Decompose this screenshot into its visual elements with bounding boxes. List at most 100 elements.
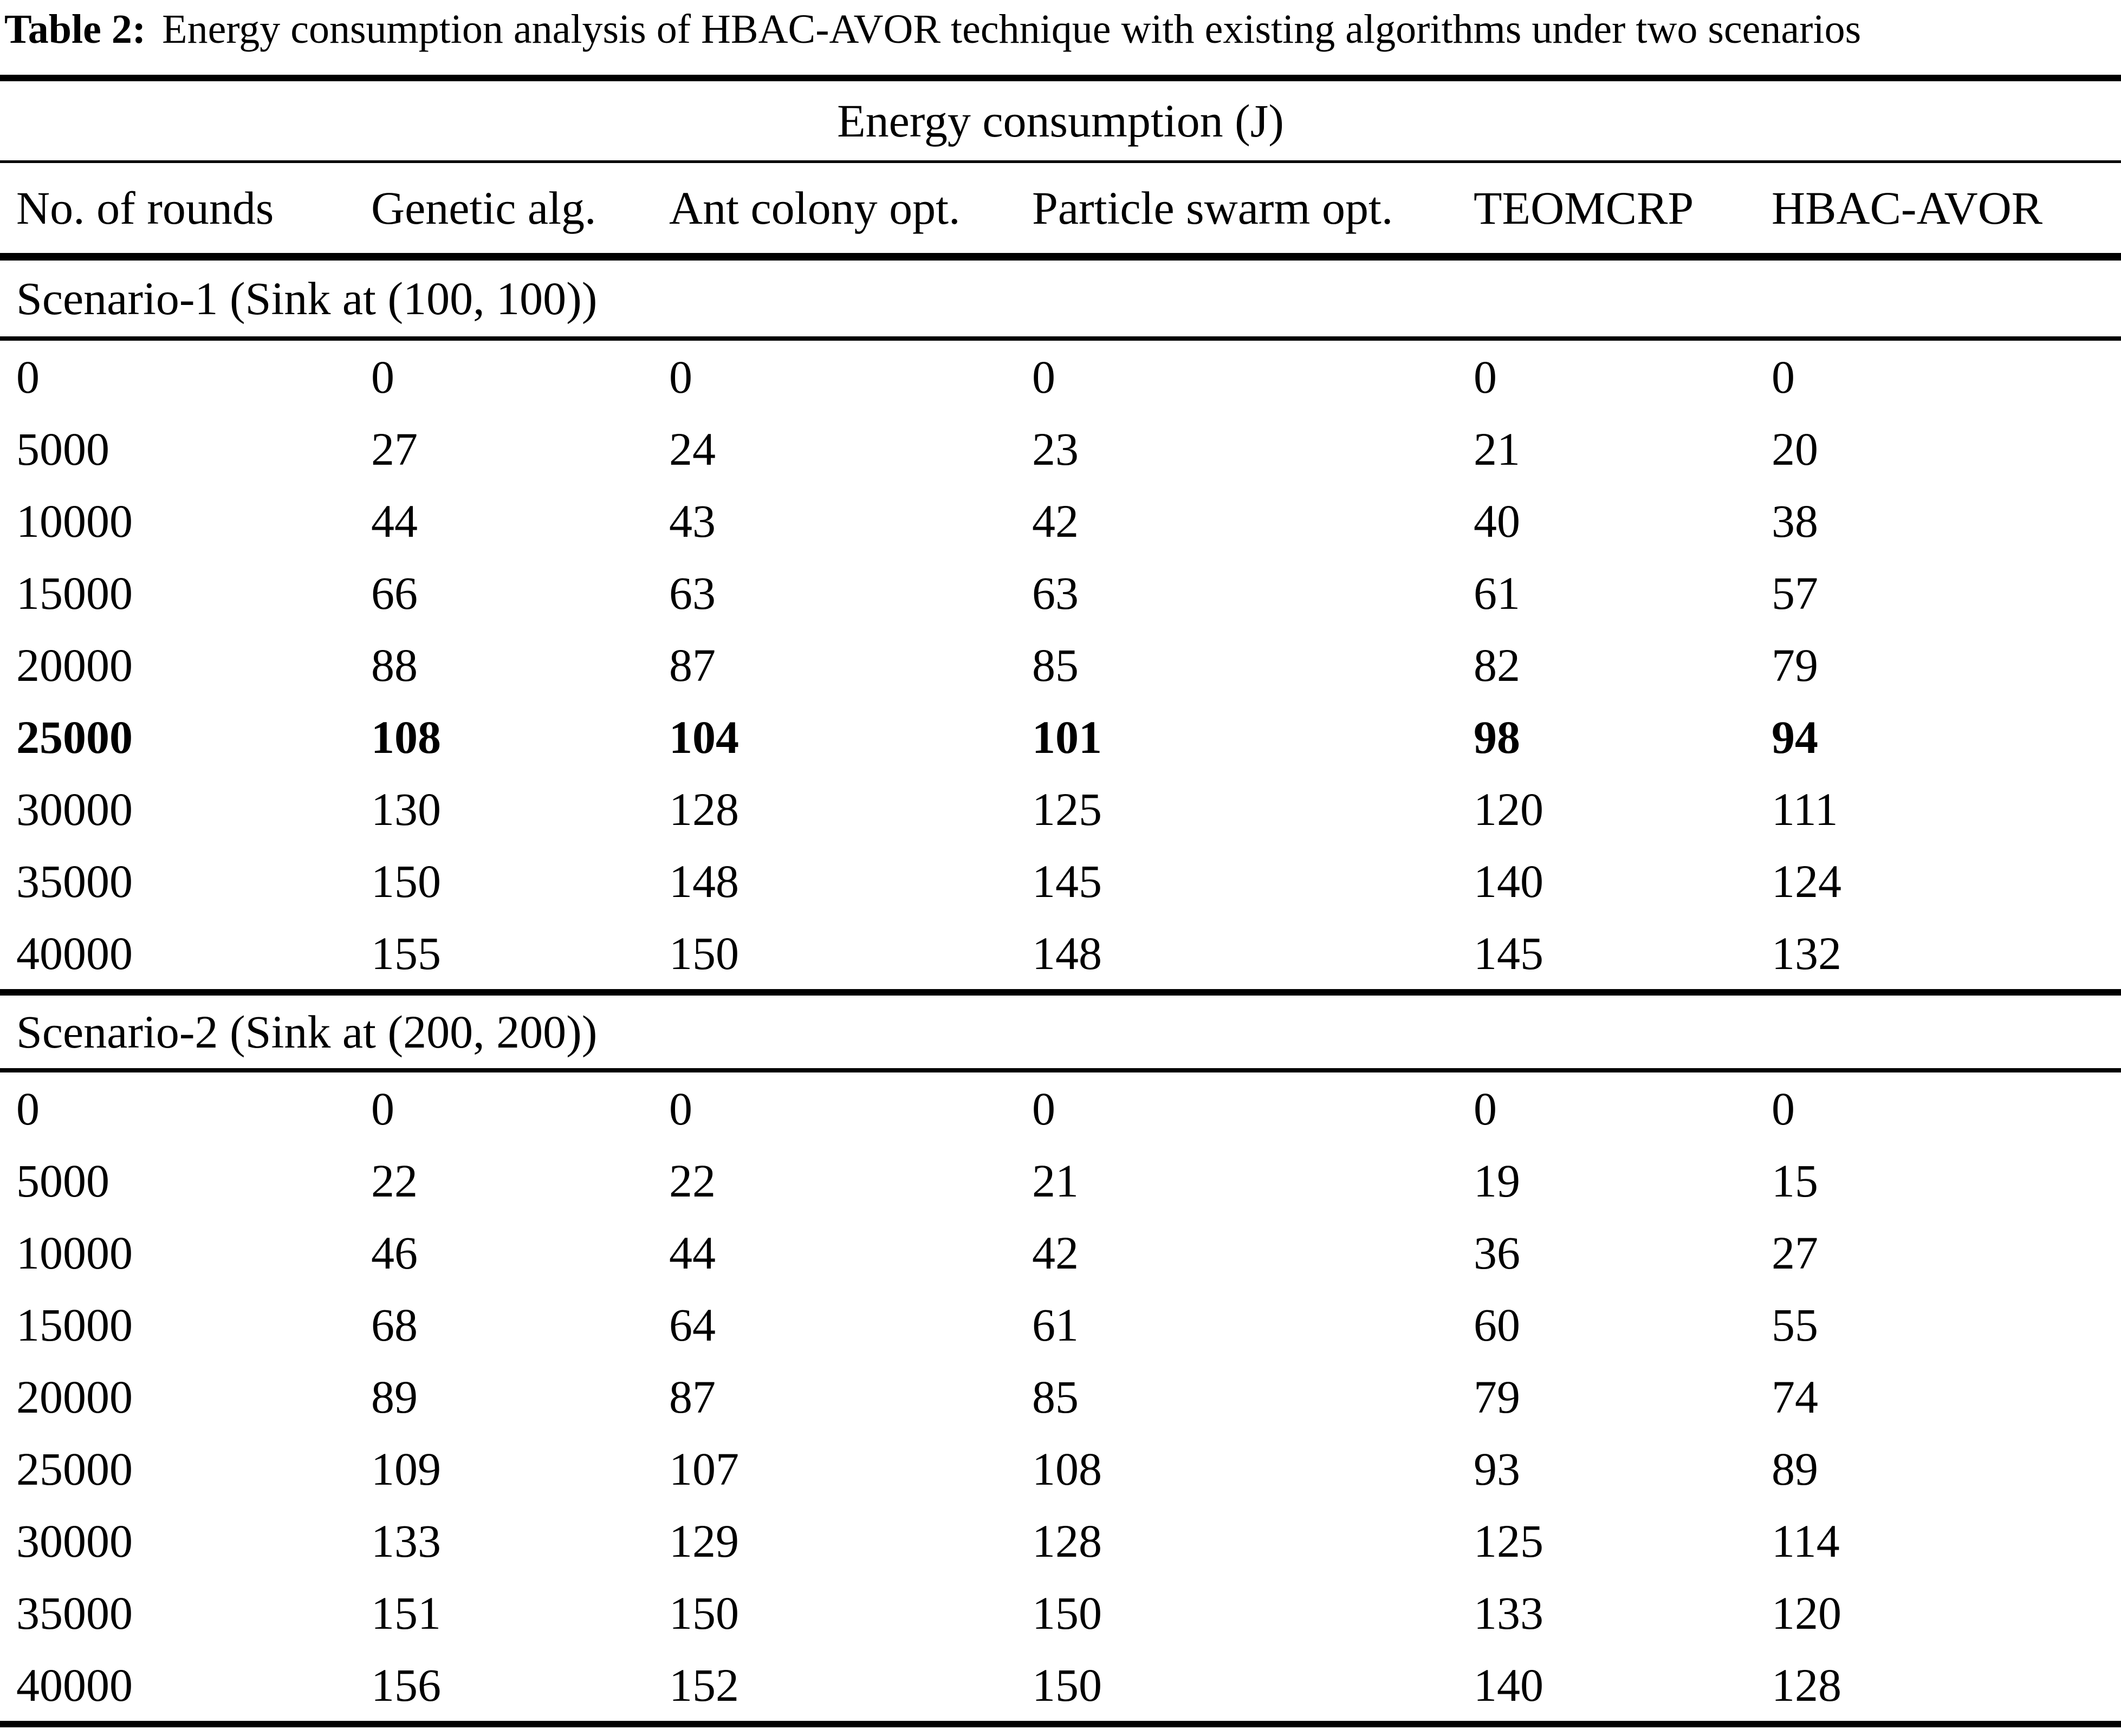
table-cell: 42 bbox=[1032, 1226, 1079, 1279]
table-cell: 20000 bbox=[16, 639, 133, 691]
table-row: 20000 89 87 85 79 74 bbox=[0, 1361, 2121, 1433]
table-cell: 94 bbox=[1772, 711, 1818, 763]
table-cell: 148 bbox=[669, 855, 739, 907]
table-cell: 68 bbox=[371, 1298, 418, 1351]
table-cell: 0 bbox=[1032, 350, 1055, 403]
table-cell: 128 bbox=[1772, 1659, 1841, 1711]
table-cell: 0 bbox=[371, 350, 394, 403]
table-row: 0 0 0 0 0 0 bbox=[0, 1072, 2121, 1145]
table-cell: 128 bbox=[1032, 1514, 1102, 1567]
table-cell: 152 bbox=[669, 1659, 739, 1711]
table-cell: 30000 bbox=[16, 1514, 133, 1567]
table-cell: 63 bbox=[669, 567, 716, 619]
table-cell: 145 bbox=[1032, 855, 1102, 907]
table-cell: 82 bbox=[1474, 639, 1520, 691]
table-cell: 150 bbox=[1032, 1659, 1102, 1711]
table-cell: 79 bbox=[1772, 639, 1818, 691]
table-caption-label: Table 2: bbox=[4, 6, 146, 52]
table-row: 25000 109 107 108 93 89 bbox=[0, 1433, 2121, 1505]
table-cell: 145 bbox=[1474, 927, 1543, 979]
table-cell: 21 bbox=[1032, 1154, 1079, 1207]
table-cell: 42 bbox=[1032, 495, 1079, 547]
table-cell: 150 bbox=[1032, 1587, 1102, 1639]
table-cell: 60 bbox=[1474, 1298, 1520, 1351]
table-cell: 10000 bbox=[16, 1226, 133, 1279]
column-header-ant-colony: Ant colony opt. bbox=[669, 182, 961, 234]
table-row: 20000 88 87 85 82 79 bbox=[0, 629, 2121, 701]
table-cell: 74 bbox=[1772, 1370, 1818, 1423]
table-row: 30000 133 129 128 125 114 bbox=[0, 1505, 2121, 1577]
table-cell: 22 bbox=[669, 1154, 716, 1207]
horizontal-rule-between-sections bbox=[0, 989, 2121, 996]
table-cell: 40000 bbox=[16, 1659, 133, 1711]
table-cell: 15000 bbox=[16, 1298, 133, 1351]
table-cell: 109 bbox=[371, 1442, 441, 1495]
table-cell: 19 bbox=[1474, 1154, 1520, 1207]
table-cell: 150 bbox=[669, 927, 739, 979]
table-cell: 87 bbox=[669, 1370, 716, 1423]
table-cell: 44 bbox=[669, 1226, 716, 1279]
horizontal-rule-bottom bbox=[0, 1721, 2121, 1727]
table-cell: 61 bbox=[1032, 1298, 1079, 1351]
table-row: 15000 66 63 63 61 57 bbox=[0, 557, 2121, 629]
table-cell: 114 bbox=[1772, 1514, 1840, 1567]
table-cell: 0 bbox=[1772, 1082, 1795, 1135]
table-cell: 93 bbox=[1474, 1442, 1520, 1495]
table-cell: 64 bbox=[669, 1298, 716, 1351]
table-cell: 43 bbox=[669, 495, 716, 547]
table-cell: 61 bbox=[1474, 567, 1520, 619]
table-cell: 101 bbox=[1032, 711, 1102, 763]
table-cell: 124 bbox=[1772, 855, 1841, 907]
column-header-hbac-avor: HBAC-AVOR bbox=[1772, 182, 2043, 234]
column-header-teomcrp: TEOMCRP bbox=[1474, 182, 1694, 234]
table-cell: 140 bbox=[1474, 1659, 1543, 1711]
section-scenario-2: Scenario-2 (Sink at (200, 200)) 0 0 0 0 0 0 50… bbox=[0, 996, 2121, 1721]
table-cell: 35000 bbox=[16, 1587, 133, 1639]
table-cell: 133 bbox=[371, 1514, 441, 1567]
table-cell: 27 bbox=[371, 422, 418, 475]
scenario-1-rows: 0 0 0 0 0 0 5000 27 24 23 21 20 10000 44 43 42 40 38 15000… bbox=[0, 341, 2121, 989]
table-cell: 0 bbox=[1474, 350, 1497, 403]
table-cell: 15 bbox=[1772, 1154, 1818, 1207]
table-cell: 132 bbox=[1772, 927, 1841, 979]
table-cell: 20 bbox=[1772, 422, 1818, 475]
table-row: 35000 150 148 145 140 124 bbox=[0, 845, 2121, 917]
table-cell: 44 bbox=[371, 495, 418, 547]
table-row: 5000 22 22 21 19 15 bbox=[0, 1145, 2121, 1217]
table-cell: 55 bbox=[1772, 1298, 1818, 1351]
table-cell: 129 bbox=[669, 1514, 739, 1567]
table-cell: 130 bbox=[371, 783, 441, 835]
table-cell: 89 bbox=[371, 1370, 418, 1423]
table-cell: 63 bbox=[1032, 567, 1079, 619]
table-cell: 107 bbox=[669, 1442, 739, 1495]
table-cell: 27 bbox=[1772, 1226, 1818, 1279]
table-cell: 133 bbox=[1474, 1587, 1543, 1639]
table-cell: 108 bbox=[1032, 1442, 1102, 1495]
table-cell: 156 bbox=[371, 1659, 441, 1711]
table-row: 40000 156 152 150 140 128 bbox=[0, 1649, 2121, 1721]
table-cell: 66 bbox=[371, 567, 418, 619]
table-cell: 0 bbox=[1474, 1082, 1497, 1135]
table-cell: 24 bbox=[669, 422, 716, 475]
table-cell: 0 bbox=[1772, 350, 1795, 403]
table-cell: 40 bbox=[1474, 495, 1520, 547]
horizontal-rule-top bbox=[0, 75, 2121, 81]
table-cell: 148 bbox=[1032, 927, 1102, 979]
table-cell: 0 bbox=[669, 350, 692, 403]
table-cell: 88 bbox=[371, 639, 418, 691]
section-scenario-1: Scenario-1 (Sink at (100, 100)) 0 0 0 0 0 0 50… bbox=[0, 261, 2121, 989]
table-cell: 5000 bbox=[16, 1154, 109, 1207]
horizontal-rule-under-scenario-2 bbox=[0, 1068, 2121, 1072]
column-header-rounds: No. of rounds bbox=[16, 182, 274, 234]
table-cell: 140 bbox=[1474, 855, 1543, 907]
column-header-genetic: Genetic alg. bbox=[371, 182, 596, 234]
table-cell: 25000 bbox=[16, 711, 133, 763]
table-cell: 108 bbox=[371, 711, 441, 763]
table-row: 35000 151 150 150 133 120 bbox=[0, 1577, 2121, 1649]
table-row: 25000 108 104 101 98 94 bbox=[0, 701, 2121, 773]
table-cell: 125 bbox=[1474, 1514, 1543, 1567]
table-cell: 120 bbox=[1474, 783, 1543, 835]
scenario-2-rows: 0 0 0 0 0 0 5000 22 22 21 19 15 10000 46 44 42 36 27 15000… bbox=[0, 1072, 2121, 1721]
table-row: 15000 68 64 61 60 55 bbox=[0, 1289, 2121, 1361]
table-row: 30000 130 128 125 120 111 bbox=[0, 773, 2121, 845]
